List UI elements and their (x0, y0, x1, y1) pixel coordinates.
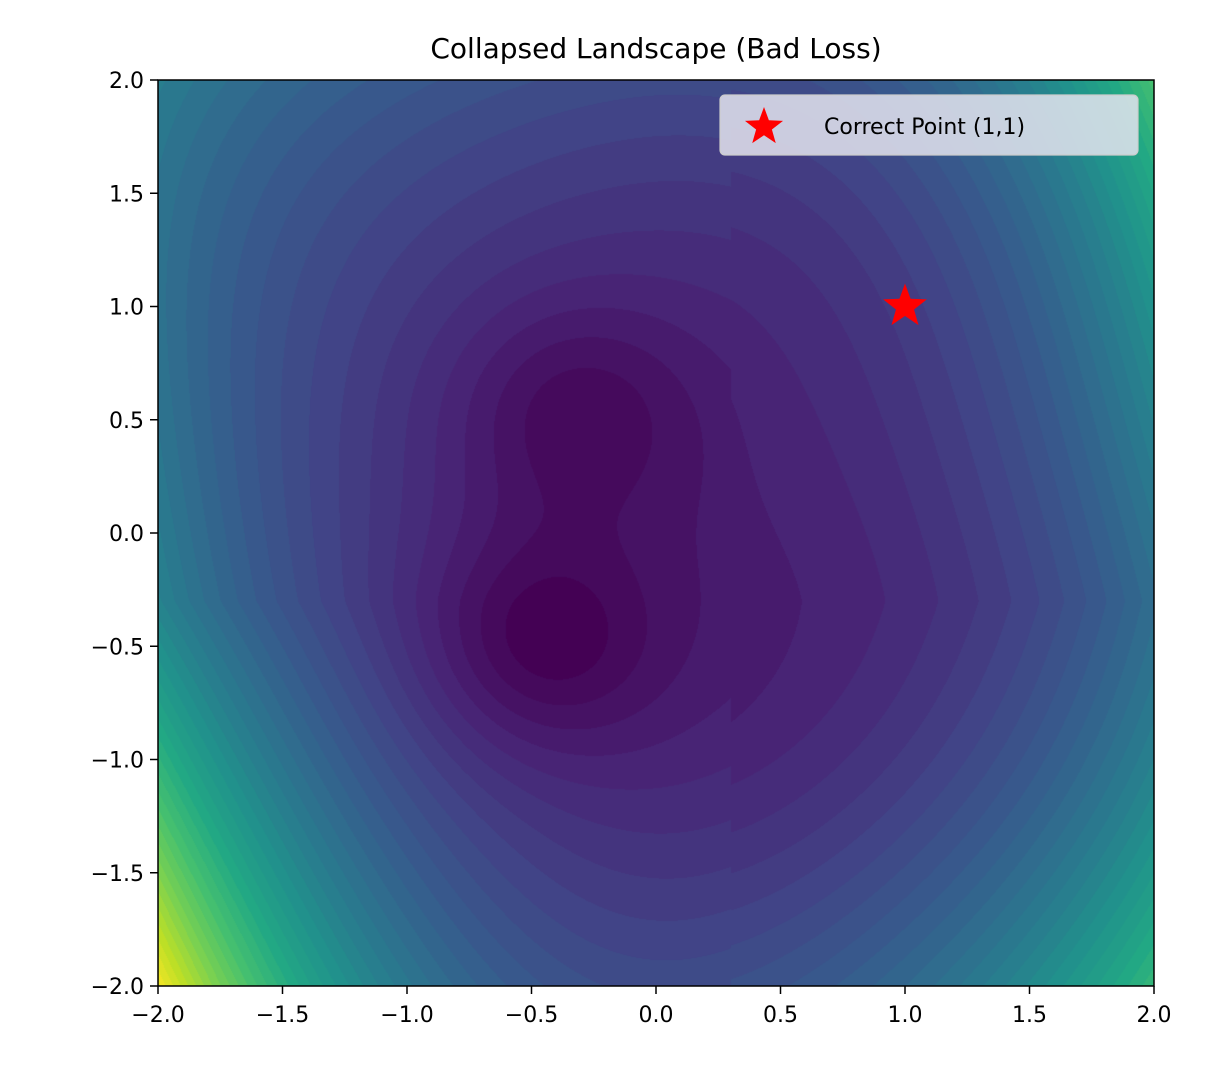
x-tick-label: 0.5 (763, 1003, 798, 1028)
x-axis: −2.0 −1.5 −1.0 −0.5 0.0 0.5 1.0 1.5 2.0 (131, 986, 1172, 1028)
legend-box (719, 94, 1139, 156)
x-tick-label: −0.5 (505, 1003, 558, 1028)
y-tick-label: −0.5 (91, 635, 144, 660)
x-tick-label: 1.5 (1012, 1003, 1047, 1028)
x-tick-label: 0.0 (639, 1003, 674, 1028)
y-tick-label: −1.5 (91, 862, 144, 887)
markers-layer (883, 283, 927, 326)
x-tick-label: 1.0 (888, 1003, 923, 1028)
y-tick-label: −2.0 (91, 975, 144, 1000)
x-tick-label: −1.0 (380, 1003, 433, 1028)
chart-title: Collapsed Landscape (Bad Loss) (430, 32, 881, 65)
y-axis: 2.0 1.5 1.0 0.5 0.0 −0.5 −1.0 −1.5 −2.0 (91, 69, 158, 1000)
x-tick-label: −1.5 (256, 1003, 309, 1028)
legend: Correct Point (1,1) (719, 94, 1139, 156)
y-tick-label: 0.0 (109, 522, 144, 547)
y-tick-label: 1.0 (109, 296, 144, 321)
x-tick-label: −2.0 (131, 1003, 184, 1028)
plot-area (157, 79, 1155, 987)
legend-star-icon (744, 107, 784, 144)
y-tick-label: 1.5 (109, 182, 144, 207)
loss-surface-heatmap (158, 80, 1154, 986)
y-tick-label: 2.0 (109, 69, 144, 94)
x-tick-label: 2.0 (1137, 1003, 1172, 1028)
y-tick-label: −1.0 (91, 749, 144, 774)
y-tick-label: 0.5 (109, 409, 144, 434)
legend-label: Correct Point (1,1) (824, 115, 1025, 140)
correct-point-star-marker (883, 283, 927, 326)
